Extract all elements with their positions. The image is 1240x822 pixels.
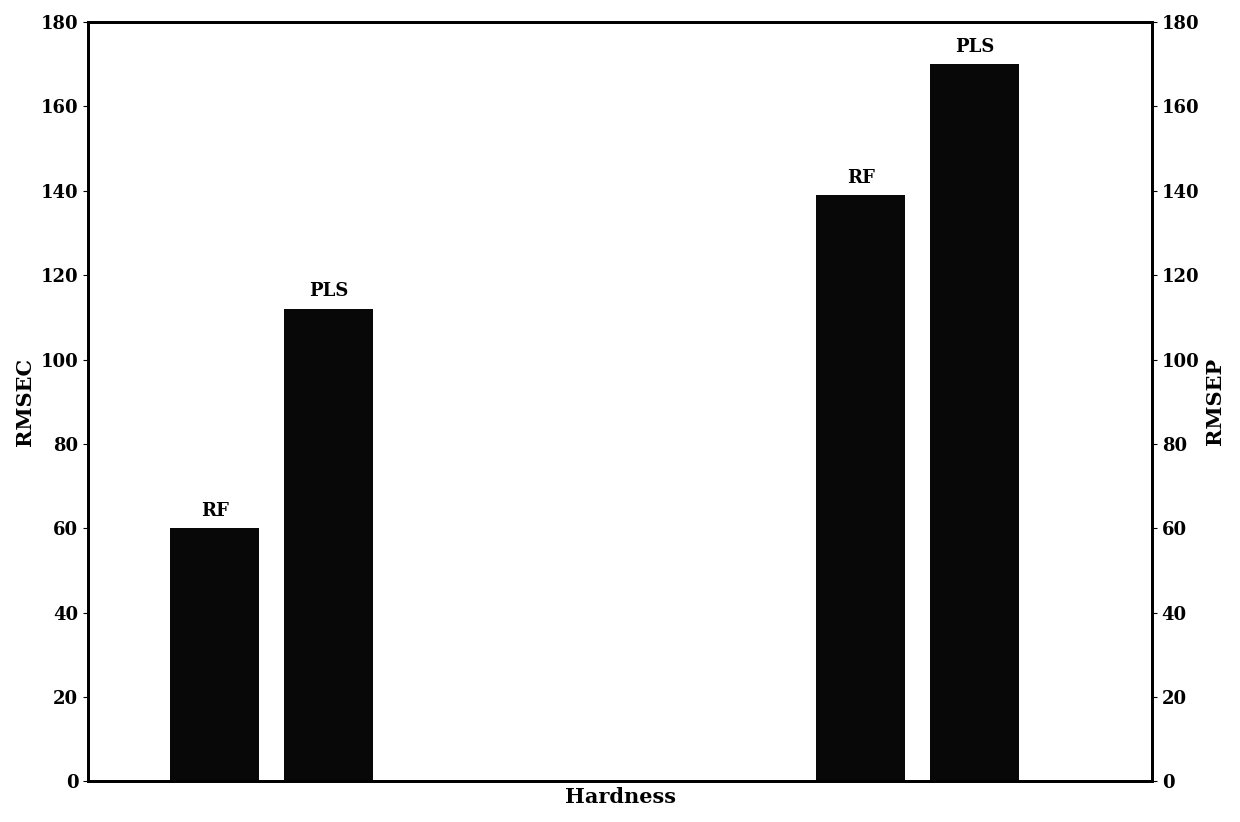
- Bar: [170, 529, 259, 782]
- Text: RF: RF: [847, 169, 874, 187]
- Bar: [816, 195, 905, 782]
- X-axis label: Hardness: Hardness: [564, 787, 676, 807]
- Text: RF: RF: [201, 502, 228, 520]
- Text: PLS: PLS: [309, 283, 348, 301]
- Bar: [930, 64, 1019, 782]
- Y-axis label: RMSEP: RMSEP: [1205, 358, 1225, 446]
- Bar: [284, 309, 373, 782]
- Y-axis label: RMSEC: RMSEC: [15, 358, 35, 446]
- Text: PLS: PLS: [955, 38, 994, 56]
